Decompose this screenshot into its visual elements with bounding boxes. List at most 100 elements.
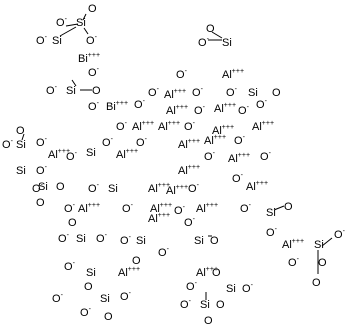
atom-symbol: O bbox=[88, 183, 97, 195]
atom-label: O- bbox=[120, 290, 132, 303]
atom-label: O- bbox=[234, 134, 246, 147]
atom-symbol: Al bbox=[228, 153, 238, 165]
atom-symbol: O bbox=[242, 283, 251, 295]
atom-label: O- bbox=[180, 298, 192, 311]
atom-charge: - bbox=[241, 172, 244, 179]
atom-charge: - bbox=[201, 86, 204, 93]
atom-charge: - bbox=[97, 66, 100, 73]
atom-label: Al+++ bbox=[212, 124, 234, 137]
atom-symbol: Bi bbox=[106, 101, 116, 113]
atom-symbol: O bbox=[158, 247, 167, 259]
atom-label: O bbox=[272, 87, 281, 99]
atom-symbol: O bbox=[204, 315, 213, 327]
atom-label: Al+++ bbox=[118, 266, 140, 279]
atom-charge: +++ bbox=[160, 202, 172, 209]
atom-label: Al+++ bbox=[228, 152, 250, 165]
atom-symbol: Al bbox=[158, 121, 168, 133]
atom-label: Si bbox=[100, 293, 110, 305]
atom-charge: +++ bbox=[158, 182, 170, 189]
atom-charge: - bbox=[193, 120, 196, 127]
atom-label: Si bbox=[226, 283, 236, 295]
atom-charge: - bbox=[203, 104, 206, 111]
atom-label: Al+++ bbox=[164, 88, 186, 101]
atom-symbol: Al bbox=[132, 121, 142, 133]
atom-label: O bbox=[212, 267, 221, 279]
atom-label: O- bbox=[80, 306, 92, 319]
atom-symbol: O bbox=[198, 37, 207, 49]
atom-label: O bbox=[318, 257, 327, 269]
atom-charge: +++ bbox=[176, 184, 188, 191]
atom-label: Al+++ bbox=[132, 120, 154, 133]
atom-symbol: O bbox=[64, 203, 73, 215]
atom-label: O- bbox=[288, 256, 300, 269]
atom-label: O- bbox=[88, 182, 100, 195]
atom-symbol: Al bbox=[196, 267, 206, 279]
atom-charge: - bbox=[129, 290, 132, 297]
atom-label: O- bbox=[242, 282, 254, 295]
atom-symbol: O bbox=[68, 217, 77, 229]
atom-label: Si bbox=[66, 85, 76, 97]
atom-symbol: O bbox=[2, 139, 11, 151]
atom-label: O- bbox=[36, 164, 48, 177]
atom-label: O- bbox=[102, 136, 114, 149]
atom-symbol: Si bbox=[248, 87, 258, 99]
atom-label: O- bbox=[56, 16, 68, 29]
atom-charge: - bbox=[111, 136, 114, 143]
atom-label: O- bbox=[158, 246, 170, 259]
atom-symbol: O bbox=[136, 137, 145, 149]
atom-symbol: O bbox=[104, 311, 113, 323]
atom-label: O- bbox=[204, 150, 216, 163]
atom-symbol: O bbox=[226, 87, 235, 99]
atom-symbol: O bbox=[32, 183, 41, 195]
atom-symbol: Si bbox=[86, 147, 96, 159]
atom-symbol: O bbox=[186, 281, 195, 293]
atom-charge: - bbox=[269, 150, 272, 157]
atom-label: O- bbox=[122, 202, 134, 215]
atom-label: O- bbox=[260, 150, 272, 163]
atom-label: O bbox=[216, 299, 225, 311]
atom-charge: - bbox=[213, 150, 216, 157]
atom-symbol: Bi bbox=[78, 53, 88, 65]
atom-charge: +++ bbox=[222, 124, 234, 131]
atom-charge: +++ bbox=[142, 120, 154, 127]
atom-symbol: O bbox=[96, 233, 105, 245]
atom-label: Al+++ bbox=[282, 238, 304, 251]
atom-label: O bbox=[312, 277, 321, 289]
atom-charge: +++ bbox=[88, 52, 100, 59]
atom-label: O- bbox=[58, 232, 70, 245]
atom-charge: +++ bbox=[206, 266, 218, 273]
atom-symbol: Al bbox=[282, 239, 292, 251]
atom-symbol: O bbox=[36, 137, 45, 149]
atom-charge: - bbox=[97, 182, 100, 189]
atom-charge: +++ bbox=[238, 152, 250, 159]
atom-charge: - bbox=[41, 182, 44, 189]
atom-symbol: Si bbox=[76, 17, 86, 29]
atom-label: O- bbox=[186, 280, 198, 293]
atom-symbol: O bbox=[64, 261, 73, 273]
atom-label: Si bbox=[248, 87, 258, 99]
atom-symbol: O bbox=[272, 87, 281, 99]
atom-symbol: O bbox=[66, 151, 75, 163]
atom-charge: +++ bbox=[174, 88, 186, 95]
atom-symbol: O bbox=[148, 87, 157, 99]
atom-label: O- bbox=[184, 120, 196, 133]
atom-label: O- bbox=[188, 182, 200, 195]
atom-symbol: O bbox=[88, 67, 97, 79]
atom-label: Al+++ bbox=[158, 120, 180, 133]
atom-charge: +++ bbox=[206, 202, 218, 209]
atom-symbol: Si bbox=[314, 239, 324, 251]
atom-symbol: Si bbox=[66, 85, 76, 97]
atom-label: Al+++ bbox=[148, 182, 170, 195]
atom-label: O- bbox=[36, 136, 48, 149]
atom-symbol: Al bbox=[252, 121, 262, 133]
atom-symbol: O bbox=[36, 35, 45, 47]
atom-symbol: O bbox=[184, 217, 193, 229]
atom-label: Al+++ bbox=[116, 148, 138, 161]
atom-label: Al+++ bbox=[166, 104, 188, 117]
atom-charge: - bbox=[45, 136, 48, 143]
atom-charge: - bbox=[297, 256, 300, 263]
atom-label: Si bbox=[16, 165, 26, 177]
atom-label: O bbox=[88, 3, 97, 15]
